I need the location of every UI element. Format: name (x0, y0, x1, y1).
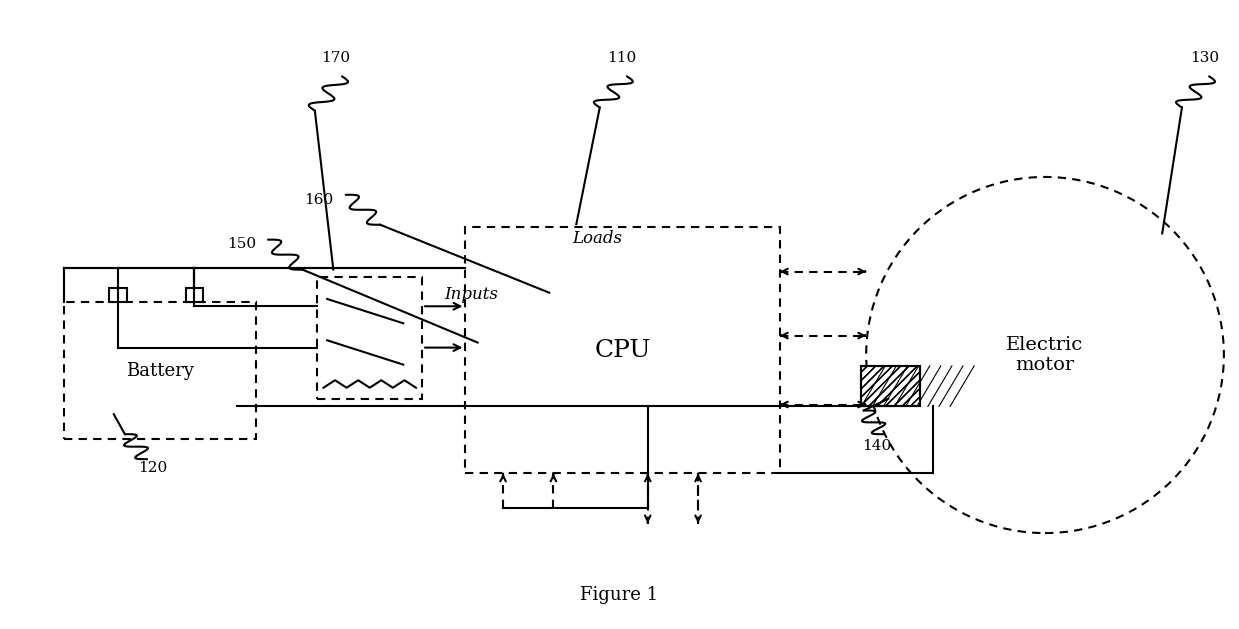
Text: 120: 120 (139, 461, 167, 476)
Bar (186, 288, 203, 302)
Text: CPU: CPU (595, 339, 650, 362)
Bar (317, 277, 422, 399)
Text: 110: 110 (607, 51, 637, 65)
Bar (64, 302, 255, 439)
Text: 170: 170 (321, 51, 351, 65)
Text: Battery: Battery (126, 362, 195, 380)
Bar (109, 288, 126, 302)
Text: Electric
motor: Electric motor (1006, 336, 1084, 374)
Text: Figure 1: Figure 1 (580, 586, 659, 604)
Text: 140: 140 (862, 439, 892, 453)
Bar (861, 366, 921, 406)
Bar (466, 227, 779, 474)
Text: 160: 160 (304, 192, 333, 206)
Bar (861, 366, 921, 406)
Text: Loads: Loads (572, 230, 623, 247)
Text: 150: 150 (227, 237, 256, 251)
Text: 130: 130 (1191, 51, 1219, 65)
Text: Inputs: Inputs (445, 286, 498, 303)
